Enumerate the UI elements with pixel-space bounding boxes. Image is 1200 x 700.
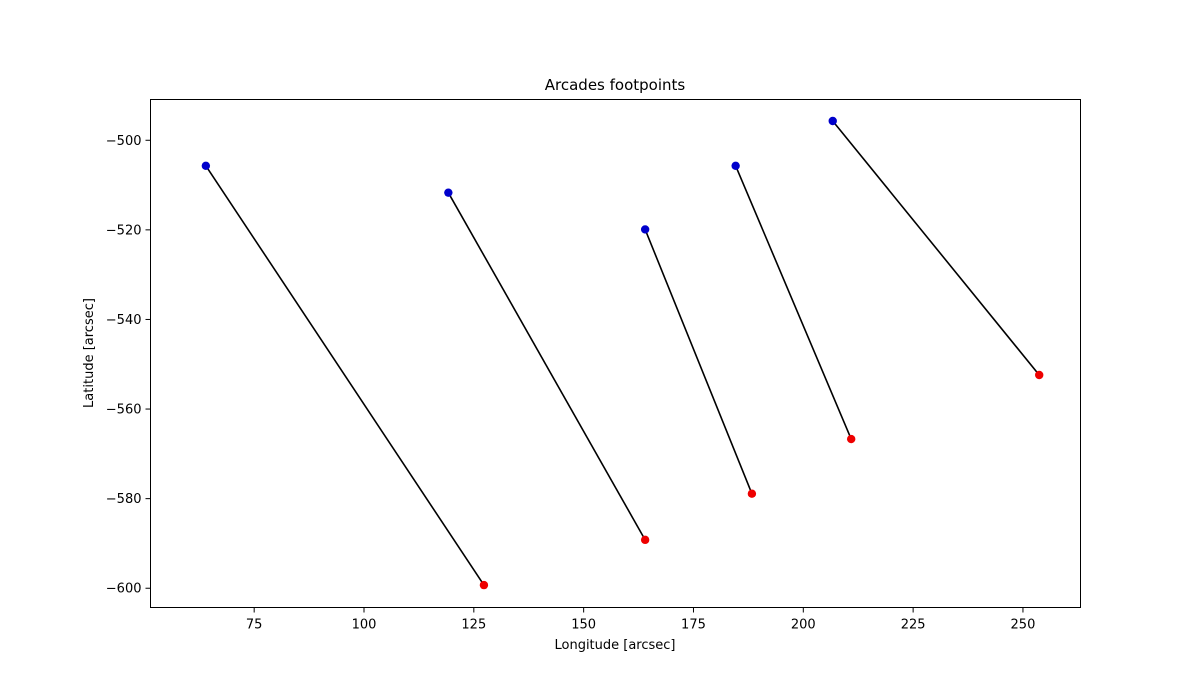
arcade-end-point-2 [640,535,650,545]
x-tick-label: 250 [1011,618,1036,633]
x-tick-label: 150 [571,618,596,633]
x-tick-label: 225 [901,618,926,633]
x-tick-label: 200 [791,618,816,633]
y-tick-label: −580 [106,492,142,507]
axes-background [150,99,1081,608]
arcade-end-point-5 [1035,370,1044,380]
arcade-line-5 [832,120,1040,376]
arcade-points [201,116,1044,590]
arcade-end-point-4 [846,434,856,444]
y-tick-label: −560 [106,403,142,418]
x-axis-label: Longitude [arcsec] [554,638,675,653]
arcade-line-2 [447,192,646,541]
y-axis-label: Latitude [arcsec] [82,298,97,408]
arcade-end-point-3 [747,489,757,498]
arcade-lines [205,120,1040,586]
plot-area [150,99,1081,608]
arcade-line-1 [205,165,485,586]
y-tick-label: −500 [106,134,142,149]
x-tick-label: 125 [461,618,486,633]
arcade-start-point-3 [640,225,650,234]
arcade-start-point-5 [828,116,837,126]
x-tick-label: 100 [352,618,377,633]
arcade-start-point-4 [731,161,740,170]
axes-frame [150,99,1081,608]
y-tick-label: −600 [106,582,142,597]
arcade-end-point-1 [479,580,489,590]
arcade-line-3 [644,229,753,495]
y-tick-label: −540 [106,313,142,328]
arcade-start-point-2 [444,188,453,197]
x-tick-label: 75 [246,618,263,633]
x-axis-ticks: 75 100 125 150 175 200 225 250 [246,607,1036,633]
y-axis-ticks: −600 −580 −560 −540 −520 −500 [106,134,151,597]
x-tick-label: 175 [681,618,706,633]
arcade-start-point-1 [201,161,211,170]
arcade-line-4 [734,165,852,440]
chart-title: Arcades footpoints [545,76,686,94]
y-tick-label: −520 [106,223,142,238]
